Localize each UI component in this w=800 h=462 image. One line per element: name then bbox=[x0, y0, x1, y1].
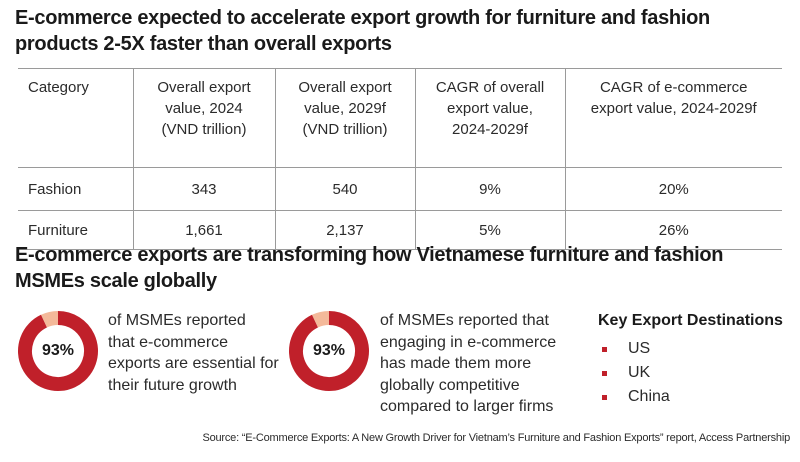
column-header-line: CAGR of e-commerce bbox=[599, 79, 748, 96]
column-header: CAGR of e-commerce export value, 2024-202… bbox=[565, 68, 782, 168]
column-header-line: 2024-2029f bbox=[452, 121, 528, 138]
donut-chart-essential: 93% bbox=[17, 310, 99, 392]
key-export-destinations: Key Export Destinations US UK China bbox=[598, 310, 793, 409]
column-header-line: Overall export bbox=[157, 79, 251, 96]
stat-text-line: their future growth bbox=[108, 376, 237, 394]
destinations-title: Key Export Destinations bbox=[598, 312, 783, 329]
bullet-icon bbox=[602, 395, 607, 400]
table-cell: 5% bbox=[415, 210, 566, 250]
stat-text-line: globally competitive bbox=[380, 376, 520, 394]
column-header-line: export value, bbox=[447, 100, 533, 117]
stat-text-line: exports are essential for bbox=[108, 355, 279, 372]
source-note: Source: “E-Commerce Exports: A New Growt… bbox=[202, 432, 790, 444]
donut-slice-reported bbox=[18, 311, 98, 391]
destination-label: China bbox=[628, 388, 670, 405]
destination-item: UK bbox=[598, 361, 793, 385]
column-header-line: (VND trillion) bbox=[302, 121, 388, 138]
column-header-line: CAGR of overall bbox=[435, 79, 545, 96]
row-category-cell: Fashion bbox=[18, 167, 134, 211]
stat-text-line: of MSMEs reported bbox=[108, 312, 246, 329]
table-cell: 26% bbox=[565, 210, 782, 250]
stat-text-line: that e-commerce bbox=[108, 333, 229, 351]
stat-text-line: has made them more bbox=[380, 355, 532, 372]
column-header: Category bbox=[18, 68, 134, 168]
column-header-line: Overall export bbox=[298, 79, 392, 96]
column-header: CAGR of overall export value, 2024-2029f bbox=[415, 68, 566, 168]
column-header: Overall export value, 2024 (VND trillion) bbox=[133, 68, 276, 168]
stats-title: E-commerce exports are transforming how … bbox=[15, 244, 724, 292]
destination-item: China bbox=[598, 385, 793, 409]
donut-slice-reported bbox=[289, 311, 369, 391]
table-title: E-commerce expected to accelerate export… bbox=[15, 7, 710, 55]
stat-text-line: compared to larger firms bbox=[380, 398, 554, 415]
table-cell: 20% bbox=[565, 167, 782, 211]
table-cell: 2,137 bbox=[275, 210, 416, 250]
destination-label: UK bbox=[628, 364, 651, 381]
table-cell: 343 bbox=[133, 167, 276, 211]
table-row: Fashion 343 540 9% 20% bbox=[18, 167, 782, 211]
stat-description-essential: of MSMEs reported that e-commerce exports … bbox=[108, 310, 288, 396]
stat-text-line: engaging in e-commerce bbox=[380, 333, 557, 351]
column-header-line: value, 2029f bbox=[304, 100, 386, 117]
row-category-cell: Furniture bbox=[18, 210, 134, 250]
donut-center-label: 93% bbox=[312, 342, 346, 359]
destinations-list: US UK China bbox=[598, 337, 793, 409]
bullet-icon bbox=[602, 347, 607, 352]
destination-item: US bbox=[598, 337, 793, 361]
column-header-line: (VND trillion) bbox=[161, 121, 247, 138]
column-header-line: value, 2024 bbox=[165, 100, 243, 117]
column-header: Overall export value, 2029f (VND trillion) bbox=[275, 68, 416, 168]
stat-description-competitive: of MSMEs reported that engaging in e-comm… bbox=[380, 310, 580, 418]
donut-chart-competitive: 93% bbox=[288, 310, 370, 392]
table-body: Fashion 343 540 9% 20% Furniture 1,661 2,137 5% 2… bbox=[18, 167, 782, 250]
table-cell: 9% bbox=[415, 167, 566, 211]
stat-text-line: of MSMEs reported that bbox=[380, 312, 549, 329]
export-growth-table: Category Overall export value, 2024 (VND tr… bbox=[18, 68, 782, 250]
table-row: Furniture 1,661 2,137 5% 26% bbox=[18, 210, 782, 250]
table-cell: 540 bbox=[275, 167, 416, 211]
column-header-line: export value, 2024-2029f bbox=[590, 100, 757, 117]
column-header-line: Category bbox=[28, 79, 89, 96]
table-cell: 1,661 bbox=[133, 210, 276, 250]
destination-label: US bbox=[628, 340, 651, 357]
donut-center-label: 93% bbox=[41, 342, 75, 359]
bullet-icon bbox=[602, 371, 607, 376]
table-header-row: Category Overall export value, 2024 (VND tr… bbox=[18, 68, 782, 168]
